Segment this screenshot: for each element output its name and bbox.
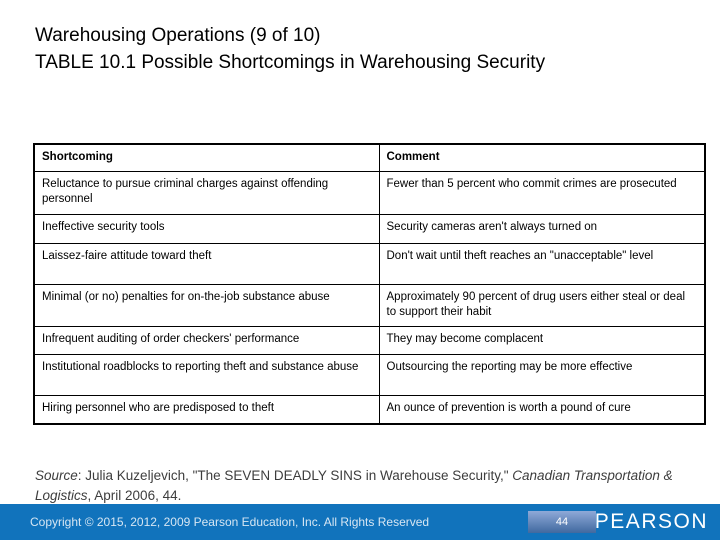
cell-shortcoming: Hiring personnel who are predisposed to …: [33, 394, 380, 425]
source-citation: Source: Julia Kuzeljevich, "The SEVEN DE…: [35, 466, 700, 506]
page-number-badge: 44: [528, 511, 596, 533]
table-row: Hiring personnel who are predisposed to …: [33, 394, 706, 425]
table-header-shortcoming: Shortcoming: [33, 143, 380, 172]
table-row: Institutional roadblocks to reporting th…: [33, 353, 706, 396]
table-row: Minimal (or no) penalties for on-the-job…: [33, 283, 706, 327]
cell-comment: An ounce of prevention is worth a pound …: [378, 394, 706, 425]
pearson-logo: PEARSON: [594, 510, 708, 533]
title-line-2: TABLE 10.1 Possible Shortcomings in Ware…: [35, 52, 546, 73]
cell-shortcoming: Ineffective security tools: [33, 213, 380, 244]
cell-comment: Fewer than 5 percent who commit crimes a…: [378, 170, 706, 215]
cell-comment: Don't wait until theft reaches an "unacc…: [378, 242, 706, 285]
table-header-row: Shortcoming Comment: [33, 143, 706, 172]
cell-comment: Security cameras aren't always turned on: [378, 213, 706, 244]
table-row: Infrequent auditing of order checkers' p…: [33, 325, 706, 355]
cell-shortcoming: Infrequent auditing of order checkers' p…: [33, 325, 380, 355]
title-line-1: Warehousing Operations (9 of 10): [35, 25, 321, 46]
cell-shortcoming: Institutional roadblocks to reporting th…: [33, 353, 380, 396]
copyright-text: Copyright © 2015, 2012, 2009 Pearson Edu…: [30, 515, 430, 529]
source-label: Source: [35, 467, 78, 483]
shortcomings-table: Shortcoming Comment Reluctance to pursue…: [33, 143, 706, 425]
footer-bar: Copyright © 2015, 2012, 2009 Pearson Edu…: [0, 504, 720, 540]
cell-shortcoming: Minimal (or no) penalties for on-the-job…: [33, 283, 380, 327]
table-row: Reluctance to pursue criminal charges ag…: [33, 170, 706, 215]
cell-comment: Outsourcing the reporting may be more ef…: [378, 353, 706, 396]
source-journal-title: Canadian Transportation & Logistics: [35, 467, 673, 503]
cell-comment: They may become complacent: [378, 325, 706, 355]
table-header-comment: Comment: [378, 143, 706, 172]
table-row: Laissez-faire attitude toward theft Don'…: [33, 242, 706, 285]
source-text-end: , April 2006, 44.: [87, 487, 182, 503]
slide-title: Warehousing Operations (9 of 10) TABLE 1…: [35, 22, 545, 76]
cell-shortcoming: Reluctance to pursue criminal charges ag…: [33, 170, 380, 215]
cell-shortcoming: Laissez-faire attitude toward theft: [33, 242, 380, 285]
table-row: Ineffective security tools Security came…: [33, 213, 706, 244]
source-text: : Julia Kuzeljevich, "The SEVEN DEADLY S…: [77, 467, 513, 483]
cell-comment: Approximately 90 percent of drug users e…: [378, 283, 706, 327]
